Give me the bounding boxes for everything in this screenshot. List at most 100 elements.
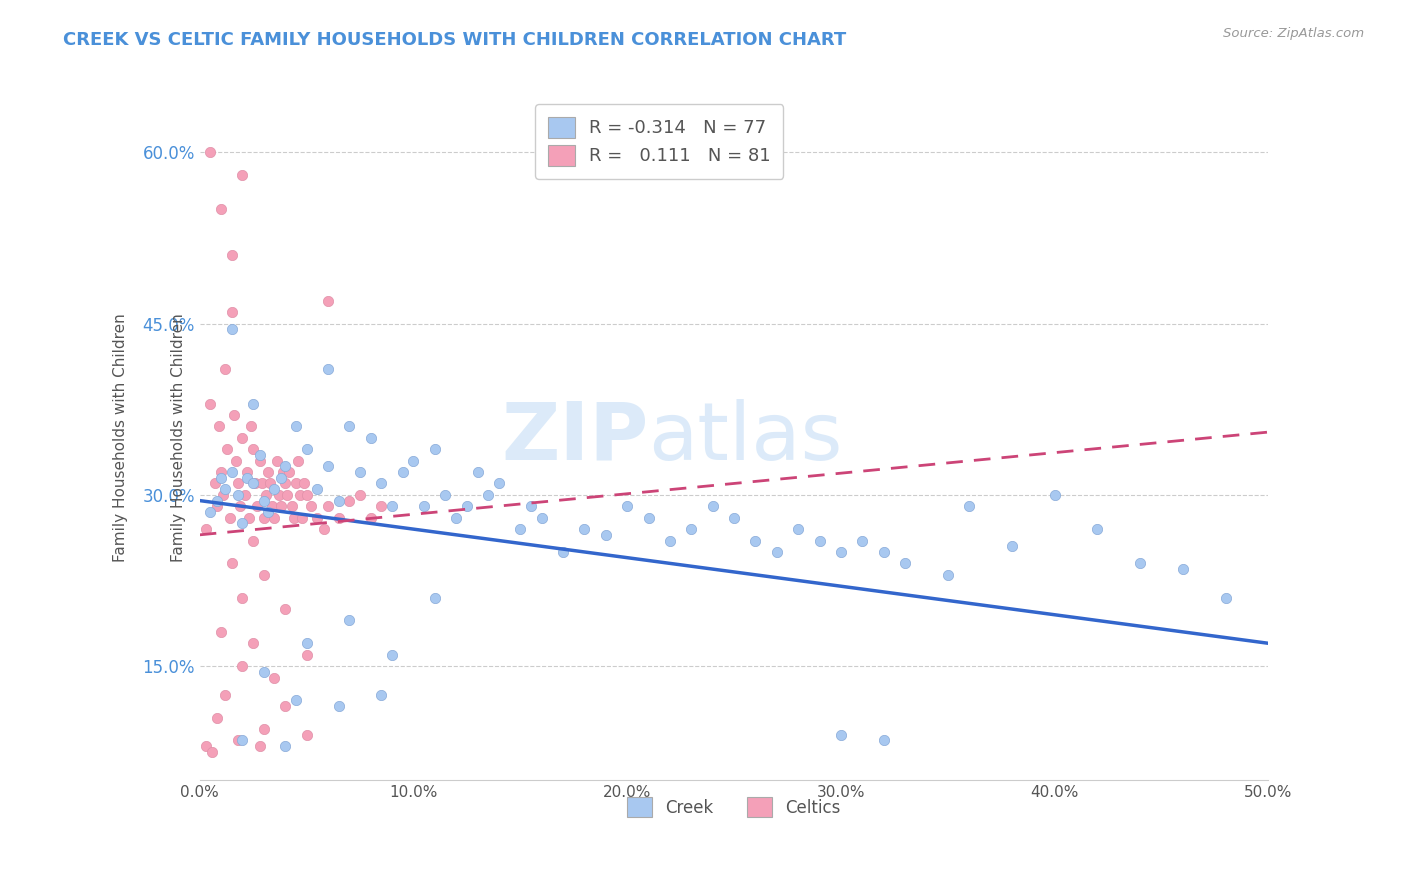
Point — [295, 442, 318, 457]
Point — [214, 482, 236, 496]
Point — [231, 733, 253, 747]
Point — [226, 476, 249, 491]
Point — [595, 528, 617, 542]
Point — [253, 493, 276, 508]
Point — [936, 567, 959, 582]
Point — [242, 533, 264, 548]
Point — [477, 488, 499, 502]
Point — [370, 688, 392, 702]
Point — [209, 465, 232, 479]
Point — [894, 557, 917, 571]
Point — [349, 488, 371, 502]
Point — [1043, 488, 1066, 502]
Point — [637, 510, 659, 524]
Point — [246, 500, 269, 514]
Point — [872, 545, 894, 559]
Point — [253, 665, 276, 679]
Point — [434, 488, 457, 502]
Point — [245, 476, 267, 491]
Point — [212, 488, 235, 502]
Point — [253, 567, 276, 582]
Point — [1129, 557, 1152, 571]
Point — [263, 482, 285, 496]
Point — [291, 510, 314, 524]
Point — [316, 293, 339, 308]
Point — [221, 248, 243, 262]
Point — [270, 471, 292, 485]
Point — [283, 510, 305, 524]
Point — [765, 545, 787, 559]
Point — [209, 471, 232, 485]
Point — [423, 591, 446, 605]
Point — [284, 476, 307, 491]
Point — [233, 488, 256, 502]
Point — [195, 522, 218, 536]
Point — [259, 476, 281, 491]
Point — [787, 522, 810, 536]
Point — [402, 453, 425, 467]
Point — [551, 545, 574, 559]
Point — [456, 500, 478, 514]
Point — [1087, 522, 1109, 536]
Point — [295, 728, 318, 742]
Point — [337, 614, 360, 628]
Point — [830, 545, 852, 559]
Point — [231, 516, 253, 531]
Point — [271, 465, 294, 479]
Point — [851, 533, 873, 548]
Legend: Creek, Celtics: Creek, Celtics — [620, 791, 848, 823]
Point — [616, 500, 638, 514]
Point — [274, 476, 297, 491]
Point — [270, 500, 292, 514]
Point — [249, 739, 271, 753]
Point — [488, 476, 510, 491]
Point — [231, 591, 253, 605]
Point — [200, 505, 222, 519]
Point — [257, 505, 280, 519]
Point — [257, 465, 280, 479]
Text: CREEK VS CELTIC FAMILY HOUSEHOLDS WITH CHILDREN CORRELATION CHART: CREEK VS CELTIC FAMILY HOUSEHOLDS WITH C… — [63, 31, 846, 49]
Point — [274, 739, 297, 753]
Point — [723, 510, 745, 524]
Point — [360, 510, 382, 524]
Point — [274, 699, 297, 714]
Point — [242, 396, 264, 410]
Y-axis label: Family Households with Children: Family Households with Children — [170, 313, 186, 562]
Point — [658, 533, 681, 548]
Point — [391, 465, 413, 479]
Point — [274, 602, 297, 616]
Point — [214, 362, 236, 376]
Point — [195, 739, 218, 753]
Point — [530, 510, 553, 524]
Point — [263, 671, 285, 685]
Point — [328, 699, 350, 714]
Point — [413, 500, 436, 514]
Point — [235, 471, 257, 485]
Point — [208, 419, 231, 434]
Point — [337, 493, 360, 508]
Point — [266, 453, 288, 467]
Point — [200, 145, 222, 160]
Point — [337, 419, 360, 434]
Point — [444, 510, 467, 524]
Point — [278, 465, 301, 479]
Point — [221, 557, 243, 571]
Point — [231, 431, 253, 445]
Point — [509, 522, 531, 536]
Point — [872, 733, 894, 747]
Point — [231, 659, 253, 673]
Point — [205, 493, 228, 508]
Point — [295, 648, 318, 662]
Point — [681, 522, 703, 536]
Point — [288, 488, 311, 502]
Point — [312, 522, 335, 536]
Point — [221, 305, 243, 319]
Point — [200, 396, 222, 410]
Point — [744, 533, 766, 548]
Point — [209, 202, 232, 217]
Point — [299, 500, 322, 514]
Point — [238, 510, 260, 524]
Text: ZIP: ZIP — [502, 399, 648, 477]
Point — [249, 448, 271, 462]
Point — [1171, 562, 1194, 576]
